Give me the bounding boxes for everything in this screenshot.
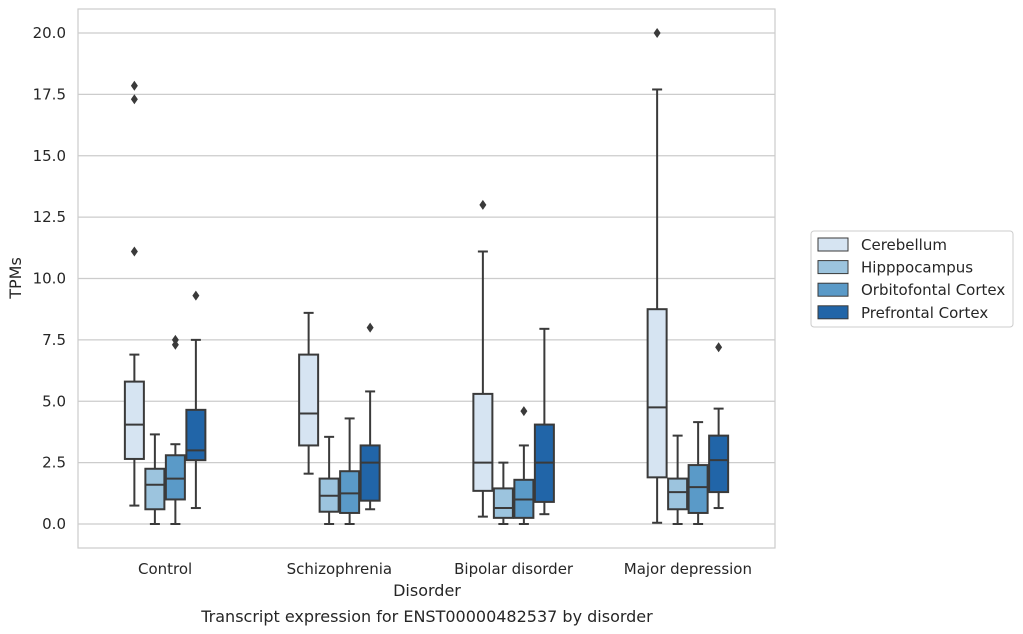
outlier-marker bbox=[130, 80, 138, 91]
y-tick-label: 17.5 bbox=[33, 85, 66, 103]
outlier-marker bbox=[653, 28, 661, 38]
y-tick-labels: 0.0 2.5 5.0 7.5 10.0 12.5 15.0 17.5 20.0 bbox=[33, 24, 66, 533]
box-body bbox=[708, 434, 730, 494]
legend-label: Hipppocampus bbox=[861, 259, 973, 277]
y-tick-label: 0.0 bbox=[42, 515, 66, 533]
box-body bbox=[298, 353, 320, 447]
y-tick-label: 7.5 bbox=[42, 331, 66, 349]
outlier-marker bbox=[479, 199, 487, 210]
outlier-marker bbox=[171, 334, 179, 345]
legend-swatch bbox=[817, 282, 849, 297]
y-tick-label: 2.5 bbox=[42, 454, 66, 472]
y-tick-label: 20.0 bbox=[33, 24, 66, 42]
outlier-marker bbox=[715, 342, 723, 353]
outlier-marker bbox=[192, 290, 200, 301]
box-prefrontal-cortex bbox=[708, 342, 730, 510]
box-orbitofontal-cortex bbox=[513, 406, 535, 525]
box-hipppocampus bbox=[318, 435, 340, 525]
box-hipppocampus bbox=[144, 433, 166, 525]
box-orbitofontal-cortex bbox=[339, 417, 361, 525]
box-body bbox=[667, 477, 689, 511]
box-body bbox=[687, 464, 709, 514]
box-body bbox=[185, 408, 207, 462]
box-cerebellum bbox=[298, 311, 320, 475]
x-tick-labels: Control Schizophrenia Bipolar disorder Majo… bbox=[138, 560, 752, 578]
box-prefrontal-cortex bbox=[359, 322, 381, 511]
box-prefrontal-cortex bbox=[533, 327, 555, 516]
legend-label: Prefrontal Cortex bbox=[861, 304, 988, 322]
chart-caption: Transcript expression for ENST0000048253… bbox=[200, 607, 653, 626]
x-axis-label: Disorder bbox=[393, 581, 461, 600]
box-orbitofontal-cortex bbox=[164, 334, 186, 525]
legend-swatch bbox=[817, 237, 849, 252]
box-prefrontal-cortex bbox=[185, 290, 207, 510]
box-body bbox=[339, 470, 361, 514]
box-body bbox=[164, 454, 186, 501]
y-tick-label: 12.5 bbox=[33, 208, 66, 226]
x-tick-label: Control bbox=[138, 560, 192, 578]
box-series-group bbox=[123, 28, 730, 525]
outlier-marker bbox=[130, 246, 138, 257]
legend-frame bbox=[810, 230, 1014, 328]
legend-label: Cerebellum bbox=[861, 236, 947, 254]
legend-swatch bbox=[817, 260, 849, 275]
y-axis-label: TPMs bbox=[6, 257, 25, 300]
box-body bbox=[144, 467, 166, 511]
box-body bbox=[472, 392, 494, 492]
plot-frame bbox=[77, 8, 776, 549]
box-hipppocampus bbox=[492, 461, 514, 525]
legend: Cerebellum Hipppocampus Orbitofontal Corte… bbox=[810, 230, 1014, 328]
box-body bbox=[646, 308, 668, 479]
box-cerebellum bbox=[472, 199, 494, 518]
x-tick-label: Bipolar disorder bbox=[454, 560, 574, 578]
y-tick-label: 10.0 bbox=[33, 270, 66, 288]
outlier-marker bbox=[366, 322, 374, 333]
box-body bbox=[492, 487, 514, 519]
legend-label: Orbitofontal Cortex bbox=[861, 281, 1005, 299]
y-tick-label: 5.0 bbox=[42, 392, 66, 410]
box-orbitofontal-cortex bbox=[687, 421, 709, 525]
y-tick-label: 15.0 bbox=[33, 147, 66, 165]
box-cerebellum bbox=[646, 28, 668, 524]
box-cerebellum bbox=[123, 80, 145, 507]
box-body bbox=[359, 444, 381, 502]
legend-swatch bbox=[817, 305, 849, 320]
outlier-marker bbox=[520, 406, 528, 417]
outlier-marker bbox=[130, 94, 138, 105]
box-body bbox=[123, 380, 145, 460]
box-hipppocampus bbox=[667, 434, 689, 525]
x-tick-label: Major depression bbox=[624, 560, 752, 578]
x-tick-label: Schizophrenia bbox=[287, 560, 392, 578]
